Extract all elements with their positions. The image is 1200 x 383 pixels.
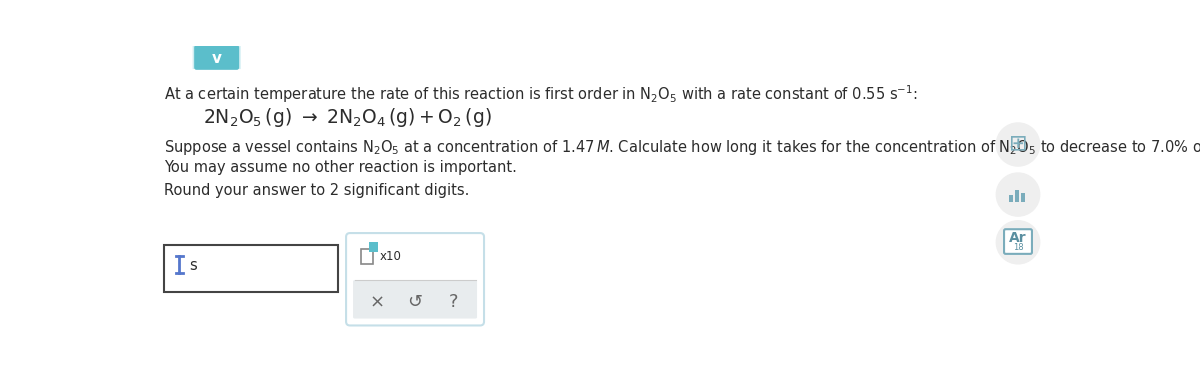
Text: At a certain temperature the rate of this reaction is first order in $\mathregul: At a certain temperature the rate of thi… [164, 83, 918, 105]
FancyBboxPatch shape [346, 233, 484, 326]
Text: Ar: Ar [1009, 231, 1027, 246]
Text: ?: ? [449, 293, 457, 311]
Text: $\mathregular{2N_2O_5\,(g)}$ $\rightarrow$ $\mathregular{2N_2O_4\,(g)+O_2\,(g)}$: $\mathregular{2N_2O_5\,(g)}$ $\rightarro… [203, 106, 491, 129]
FancyBboxPatch shape [194, 45, 239, 70]
Text: ⊞: ⊞ [1009, 134, 1027, 154]
FancyBboxPatch shape [1009, 195, 1013, 202]
Text: 18: 18 [1013, 243, 1024, 252]
Text: Round your answer to 2 significant digits.: Round your answer to 2 significant digit… [164, 183, 469, 198]
FancyBboxPatch shape [164, 245, 338, 292]
Circle shape [996, 173, 1039, 216]
FancyBboxPatch shape [353, 280, 478, 319]
FancyBboxPatch shape [193, 46, 241, 69]
Circle shape [996, 123, 1039, 166]
Text: ↺: ↺ [408, 293, 422, 311]
Text: You may assume no other reaction is important.: You may assume no other reaction is impo… [164, 160, 517, 175]
Text: x10: x10 [379, 250, 401, 264]
FancyBboxPatch shape [370, 242, 378, 252]
Text: ×: × [370, 293, 385, 311]
Text: v: v [211, 51, 222, 66]
FancyBboxPatch shape [361, 249, 373, 264]
FancyBboxPatch shape [1021, 193, 1025, 202]
Text: s: s [188, 258, 197, 273]
FancyBboxPatch shape [1015, 190, 1019, 202]
FancyBboxPatch shape [1004, 229, 1032, 254]
Circle shape [996, 221, 1039, 264]
Text: Suppose a vessel contains $\mathregular{N_2O_5}$ at a concentration of 1.47$\,M$: Suppose a vessel contains $\mathregular{… [164, 138, 1200, 157]
